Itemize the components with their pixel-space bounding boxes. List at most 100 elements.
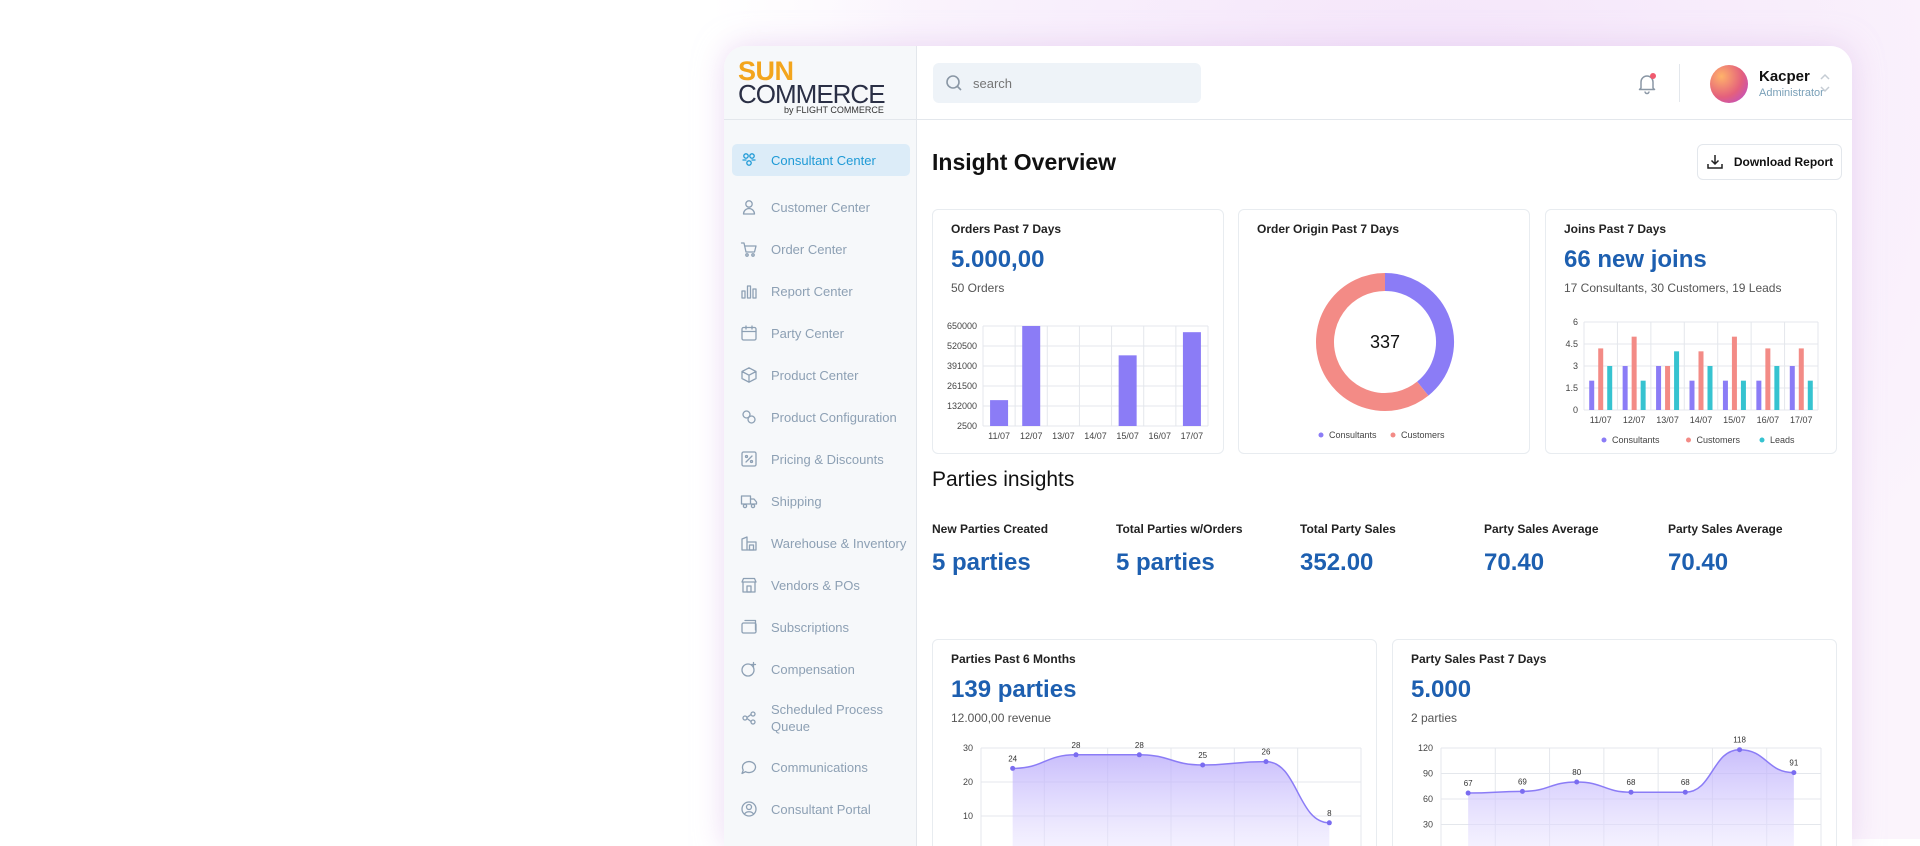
sidebar-item-party-center[interactable]: Party Center bbox=[732, 312, 910, 354]
legend-label: Leads bbox=[1770, 435, 1795, 445]
sidebar-item-label: Shipping bbox=[771, 493, 822, 509]
legend-label: Customers bbox=[1401, 430, 1445, 440]
sidebar-item-label: Warehouse & Inventory bbox=[771, 535, 907, 551]
y-tick-label: 6 bbox=[1573, 317, 1578, 327]
party-sales-card: Party Sales Past 7 Days 5.000 2 parties … bbox=[1392, 639, 1837, 846]
y-tick-label: 1.5 bbox=[1565, 383, 1578, 393]
joins-bar bbox=[1622, 366, 1628, 410]
sidebar-item-compensation[interactable]: Compensation bbox=[732, 648, 910, 690]
x-tick-label: 14/07 bbox=[1690, 415, 1713, 425]
download-report-button[interactable]: Download Report bbox=[1697, 144, 1842, 180]
sidebar-item-consultant-center[interactable]: Consultant Center bbox=[732, 144, 910, 176]
sidebar-item-label: Report Center bbox=[771, 283, 853, 299]
stat-value: 70.40 bbox=[1484, 549, 1545, 576]
data-label: 24 bbox=[1008, 754, 1017, 763]
y-tick-label: 391000 bbox=[947, 361, 977, 371]
data-point bbox=[1628, 789, 1634, 795]
parties-6-months-subtitle: 12.000,00 revenue bbox=[951, 711, 1052, 725]
sidebar-item-shipping[interactable]: Shipping bbox=[732, 480, 910, 522]
logo-line-1: SUN bbox=[738, 56, 794, 86]
area-fill bbox=[1468, 749, 1794, 846]
sidebar-item-communications[interactable]: Communications bbox=[732, 746, 910, 788]
header-divider bbox=[1679, 64, 1680, 102]
y-tick-label: 650000 bbox=[947, 321, 977, 331]
data-label: 25 bbox=[1198, 751, 1207, 760]
joins-bar bbox=[1722, 380, 1728, 410]
legend-label: Consultants bbox=[1612, 435, 1660, 445]
logo[interactable]: SUN COMMERCE by FLIGHT COMMERCE bbox=[738, 56, 908, 116]
sidebar-item-product-center[interactable]: Product Center bbox=[732, 354, 910, 396]
x-tick-label: 11/07 bbox=[988, 431, 1010, 441]
data-point bbox=[1136, 752, 1142, 758]
notification-bell-icon[interactable] bbox=[1635, 71, 1659, 95]
joins-bar bbox=[1674, 351, 1680, 410]
data-point bbox=[1737, 747, 1743, 753]
sidebar: SUN COMMERCE by FLIGHT COMMERCE Consulta… bbox=[724, 46, 917, 846]
sidebar-item-label: Order Center bbox=[771, 241, 847, 257]
sidebar-item-warehouse-inventory[interactable]: Warehouse & Inventory bbox=[732, 522, 910, 564]
sidebar-item-report-center[interactable]: Report Center bbox=[732, 270, 910, 312]
user-menu-chevron-icon[interactable] bbox=[1819, 70, 1831, 96]
x-tick-label: 17/07 bbox=[1181, 431, 1204, 441]
data-label: 28 bbox=[1135, 741, 1144, 750]
joins-bar-chart: 6 4.5 3 1.5 0 11/07 12/07 13/07 14/07 15/07 16/07 1… bbox=[1565, 317, 1819, 445]
sidebar-item-subscriptions[interactable]: Subscriptions bbox=[732, 606, 910, 648]
parties-6-months-value: 139 parties bbox=[951, 676, 1077, 703]
sidebar-item-scheduled-process-queue[interactable]: Scheduled Process Queue bbox=[732, 690, 910, 746]
avatar[interactable] bbox=[1710, 65, 1748, 103]
data-point bbox=[1263, 759, 1269, 765]
area-line bbox=[1012, 754, 1330, 824]
joins-card: Joins Past 7 Days 66 new joins 17 Consul… bbox=[1545, 209, 1837, 454]
orders-bar bbox=[1022, 326, 1041, 426]
joins-bar bbox=[1640, 380, 1646, 410]
x-tick-label: 14/07 bbox=[1084, 431, 1107, 441]
joins-bar bbox=[1765, 348, 1771, 410]
legend-dot bbox=[1601, 437, 1607, 443]
order-origin-card: Order Origin Past 7 Days 337 Consultants C… bbox=[1238, 209, 1530, 454]
sidebar-item-order-center[interactable]: Order Center bbox=[732, 228, 910, 270]
stat-value: 5 parties bbox=[1116, 549, 1215, 576]
sidebar-item-consultant-portal[interactable]: Consultant Portal bbox=[732, 788, 910, 830]
orders-card-title: Orders Past 7 Days bbox=[951, 222, 1062, 236]
x-tick-label: 13/07 bbox=[1052, 431, 1075, 441]
stat-label: Total Parties w/Orders bbox=[1116, 522, 1243, 536]
sidebar-item-label: Product Configuration bbox=[771, 409, 897, 425]
legend-label: Customers bbox=[1697, 435, 1741, 445]
bar-chart-icon bbox=[740, 282, 758, 300]
orders-card: Orders Past 7 Days 5.000,00 50 Orders 65… bbox=[932, 209, 1224, 454]
legend-dot bbox=[1686, 437, 1691, 443]
sidebar-item-customer-center[interactable]: Customer Center bbox=[732, 186, 910, 228]
stat-new-parties: New Parties Created 5 parties bbox=[932, 522, 1112, 577]
sidebar-item-pricing-discounts[interactable]: Pricing & Discounts bbox=[732, 438, 910, 480]
legend-dot bbox=[1318, 432, 1324, 438]
config-icon bbox=[740, 408, 758, 426]
party-sales-area-chart: 120906030011/0712/0713/0714/0715/0716/07… bbox=[1418, 736, 1822, 846]
legend-dot bbox=[1390, 432, 1396, 438]
coin-icon bbox=[740, 660, 758, 678]
orders-card-subtitle: 50 Orders bbox=[951, 281, 1005, 295]
y-tick-label: 60 bbox=[1423, 794, 1433, 804]
joins-bar bbox=[1665, 366, 1671, 410]
data-label: 69 bbox=[1518, 777, 1527, 786]
joins-card-title: Joins Past 7 Days bbox=[1564, 222, 1667, 236]
data-point bbox=[1682, 789, 1688, 795]
sidebar-item-label: Consultant Center bbox=[771, 152, 876, 168]
sidebar-item-label: Compensation bbox=[771, 661, 855, 677]
chat-icon bbox=[740, 758, 758, 776]
x-tick-label: 15/07 bbox=[1723, 415, 1746, 425]
cart-icon bbox=[740, 240, 758, 258]
joins-bar bbox=[1607, 366, 1613, 410]
y-tick-label: 520500 bbox=[947, 341, 977, 351]
search-input[interactable] bbox=[973, 75, 1173, 91]
sidebar-item-product-configuration[interactable]: Product Configuration bbox=[732, 396, 910, 438]
x-tick-label: 16/07 bbox=[1149, 431, 1172, 441]
search-box[interactable] bbox=[933, 63, 1201, 103]
joins-bar bbox=[1740, 380, 1746, 410]
sidebar-item-vendors-pos[interactable]: Vendors & POs bbox=[732, 564, 910, 606]
parties-6-months-card: Parties Past 6 Months 139 parties 12.000… bbox=[932, 639, 1377, 846]
legend-dot bbox=[1759, 437, 1765, 443]
area-fill bbox=[1012, 754, 1330, 846]
sidebar-item-label: Product Center bbox=[771, 367, 859, 383]
donut-slice bbox=[1316, 273, 1429, 411]
